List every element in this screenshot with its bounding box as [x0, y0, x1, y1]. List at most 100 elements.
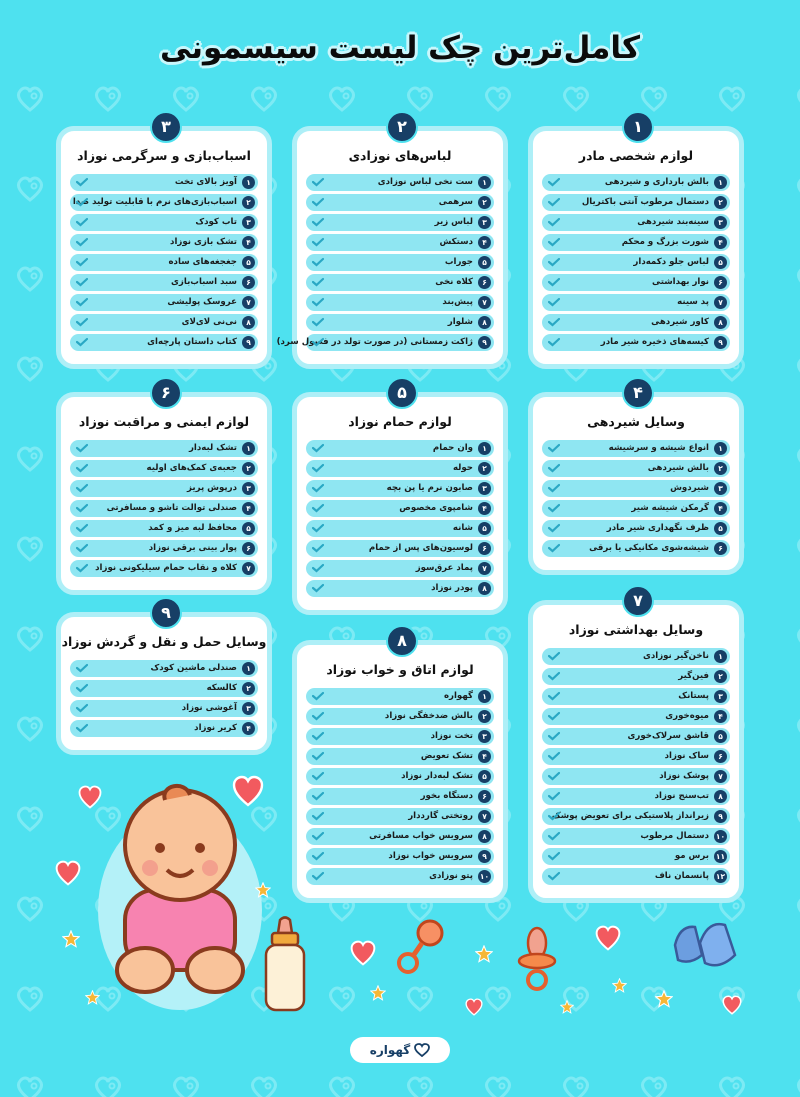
item-number: ۱: [714, 650, 727, 663]
checklist-item[interactable]: ۱۰ پتو نوزادی: [306, 868, 494, 885]
checklist-item[interactable]: ۵ تشک لبه‌دار نوزاد: [306, 768, 494, 785]
checklist-item[interactable]: ۴ شورت بزرگ و محکم: [542, 234, 730, 251]
checklist-item[interactable]: ۲ سرهمی: [306, 194, 494, 211]
checklist-item[interactable]: ۳ تاب کودک: [70, 214, 258, 231]
checklist-item[interactable]: ۴ تشک تعویض: [306, 748, 494, 765]
checklist-item[interactable]: ۱ ناخن‌گیر نوزادی: [542, 648, 730, 665]
checklist-item[interactable]: ۹ سرویس خواب نوزاد: [306, 848, 494, 865]
checklist-item[interactable]: ۲ حوله: [306, 460, 494, 477]
checklist-item[interactable]: ۲ جعبه‌ی کمک‌های اولیه: [70, 460, 258, 477]
checklist-item[interactable]: ۸ شلوار: [306, 314, 494, 331]
checklist-item[interactable]: ۸ پودر نوزاد: [306, 580, 494, 597]
checklist-item[interactable]: ۲ بالش شیردهی: [542, 460, 730, 477]
check-icon: [312, 197, 324, 207]
item-label: سینه‌بند شیردهی: [637, 217, 709, 227]
item-label: شورت بزرگ و محکم: [621, 237, 709, 247]
checklist-item[interactable]: ۷ پوشک نوزاد: [542, 768, 730, 785]
check-icon: [548, 483, 560, 493]
checklist-item[interactable]: ۶ ساک نوزاد: [542, 748, 730, 765]
star-icon: [655, 990, 673, 1008]
checklist-item[interactable]: ۳ پستانک: [542, 688, 730, 705]
card-number-badge: ۴: [622, 377, 654, 409]
checklist-item[interactable]: ۶ دستگاه بخور: [306, 788, 494, 805]
checklist-item[interactable]: ۴ دستکش: [306, 234, 494, 251]
checklist-item[interactable]: ۵ جغجغه‌های ساده: [70, 254, 258, 271]
checklist-item[interactable]: ۷ کلاه و نقاب حمام سیلیکونی نوزاد: [70, 560, 258, 577]
checklist-item[interactable]: ۳ لباس زیر: [306, 214, 494, 231]
card-title: لوازم اتاق و خواب نوزاد: [326, 662, 474, 677]
checklist-item[interactable]: ۳ درپوش پریز: [70, 480, 258, 497]
checklist-item[interactable]: ۱ ست نخی لباس نوزادی: [306, 174, 494, 191]
checklist-item[interactable]: ۳ سینه‌بند شیردهی: [542, 214, 730, 231]
card-title: اسباب‌بازی و سرگرمی نوزاد: [77, 148, 251, 163]
checklist-item[interactable]: ۱۱ برس مو: [542, 848, 730, 865]
checklist-item[interactable]: ۵ قاشق سرلاک‌خوری: [542, 728, 730, 745]
card-number-badge: ۱: [622, 111, 654, 143]
checklist-item[interactable]: ۱ وان حمام: [306, 440, 494, 457]
item-label: شلوار: [447, 317, 473, 327]
checklist-item[interactable]: ۴ تشک بازی نوزاد: [70, 234, 258, 251]
page-title: کامل‌ترین چک لیست سیسمونی: [159, 30, 640, 66]
checklist-item[interactable]: ۹ زیرانداز پلاستیکی برای تعویض پوشک: [542, 808, 730, 825]
checklist-item[interactable]: ۶ لوسیون‌های پس از حمام: [306, 540, 494, 557]
checklist-item[interactable]: ۱ تشک لبه‌دار: [70, 440, 258, 457]
checklist-item[interactable]: ۵ شانه: [306, 520, 494, 537]
checklist-item[interactable]: ۴ میوه‌خوری: [542, 708, 730, 725]
checklist-item[interactable]: ۹ کتاب داستان پارچه‌ای: [70, 334, 258, 351]
checklist-item[interactable]: ۵ محافظ لبه میز و کمد: [70, 520, 258, 537]
checklist-item[interactable]: ۲ فین‌گیر: [542, 668, 730, 685]
checklist-item[interactable]: ۱ صندلی ماشین کودک: [70, 660, 258, 677]
checklist-item[interactable]: ۲ بالش ضدخفگی نوزاد: [306, 708, 494, 725]
checklist-item[interactable]: ۳ تخت نوزاد: [306, 728, 494, 745]
item-label: نوار بهداشتی: [652, 277, 709, 287]
checklist-item[interactable]: ۴ کریر نوزاد: [70, 720, 258, 737]
checklist-item[interactable]: ۶ کلاه نخی: [306, 274, 494, 291]
checklist-item[interactable]: ۷ عروسک پولیشی: [70, 294, 258, 311]
checklist-item[interactable]: ۱ آویز بالای تخت: [70, 174, 258, 191]
checklist-item[interactable]: ۲ دستمال مرطوب آنتی باکتریال: [542, 194, 730, 211]
item-label: ساک نوزاد: [664, 751, 709, 761]
checklist-item[interactable]: ۶ شیشه‌شوی مکانیکی یا برقی: [542, 540, 730, 557]
checklist-item[interactable]: ۱۲ پانسمان ناف: [542, 868, 730, 885]
checklist-item[interactable]: ۱ بالش بارداری و شیردهی: [542, 174, 730, 191]
item-label: فین‌گیر: [678, 671, 709, 681]
checklist-item[interactable]: ۵ لباس جلو دکمه‌دار: [542, 254, 730, 271]
check-icon: [312, 503, 324, 513]
item-label: تشک لبه‌دار نوزاد: [401, 771, 473, 781]
checklist-item[interactable]: ۹ کیسه‌های ذخیره شیر مادر: [542, 334, 730, 351]
checklist-item[interactable]: ۷ پیش‌بند: [306, 294, 494, 311]
checklist-item[interactable]: ۷ پماد عرق‌سوز: [306, 560, 494, 577]
checklist-item[interactable]: ۶ نوار بهداشتی: [542, 274, 730, 291]
card-title: وسایل حمل و نقل و گردش نوزاد: [61, 634, 267, 649]
checklist-item[interactable]: ۱ گهواره: [306, 688, 494, 705]
checklist-item[interactable]: ۳ شیردوش: [542, 480, 730, 497]
checklist-item[interactable]: ۸ کاور شیردهی: [542, 314, 730, 331]
checklist-item[interactable]: ۷ روتختی گارددار: [306, 808, 494, 825]
checklist-item[interactable]: ۵ ظرف نگهداری شیر مادر: [542, 520, 730, 537]
item-label: لوسیون‌های پس از حمام: [368, 543, 473, 553]
check-icon: [312, 483, 324, 493]
checklist-card: ۳ اسباب‌بازی و سرگرمی نوزاد ۱ آویز بالای…: [56, 111, 272, 369]
checklist-item[interactable]: ۳ آغوشی نوزاد: [70, 700, 258, 717]
checklist-item[interactable]: ۵ جوراب: [306, 254, 494, 271]
checklist-item[interactable]: ۹ ژاکت زمستانی (در صورت تولد در فصول سرد…: [277, 334, 494, 351]
item-number: ۷: [478, 296, 491, 309]
checklist-item[interactable]: ۱ انواع شیشه و سرشیشه: [542, 440, 730, 457]
checklist-item[interactable]: ۴ گرمکن شیشه شیر: [542, 500, 730, 517]
checklist-item[interactable]: ۸ نی‌نی لای‌لای: [70, 314, 258, 331]
checklist-item[interactable]: ۲ اسباب‌بازی‌های نرم با قابلیت تولید صدا: [70, 194, 258, 211]
checklist-item[interactable]: ۱۰ دستمال مرطوب: [542, 828, 730, 845]
checklist-item[interactable]: ۳ صابون نرم یا پن بچه: [306, 480, 494, 497]
checklist-item[interactable]: ۲ کالسکه: [70, 680, 258, 697]
checklist-item[interactable]: ۸ تب‌سنج نوزاد: [542, 788, 730, 805]
heart-logo-icon: [414, 1043, 431, 1057]
item-number: ۱۰: [714, 830, 727, 843]
checklist-item[interactable]: ۷ پد سینه: [542, 294, 730, 311]
checklist-item[interactable]: ۴ صندلی توالت تاشو و مسافرتی: [70, 500, 258, 517]
checklist-item[interactable]: ۴ شامپوی مخصوص: [306, 500, 494, 517]
checklist-item[interactable]: ۶ سبد اسباب‌بازی: [70, 274, 258, 291]
item-number: ۳: [242, 482, 255, 495]
checklist-item[interactable]: ۶ پوار بینی برقی نوزاد: [70, 540, 258, 557]
check-icon: [312, 831, 324, 841]
checklist-item[interactable]: ۸ سرویس خواب مسافرتی: [306, 828, 494, 845]
